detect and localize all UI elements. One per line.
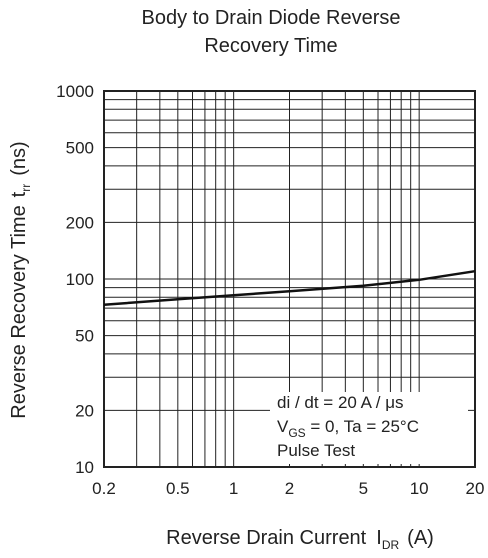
- annotation-vgs-subscript: GS: [288, 426, 305, 440]
- x-tick-label: 0.5: [166, 479, 190, 498]
- annotation-vgs-rest: = 0, Ta = 25°C: [306, 417, 419, 436]
- y-tick-label: 500: [66, 139, 94, 158]
- y-tick-labels: 10 20 50 100 200 500 1000: [56, 82, 94, 477]
- annotation-conditions: VGS = 0, Ta = 25°C: [277, 417, 419, 440]
- x-tick-label: 1: [229, 479, 238, 498]
- y-axis-subscript: rr: [19, 184, 33, 192]
- x-tick-labels: 0.2 0.5 1 2 5 10 20: [92, 479, 484, 498]
- y-axis-unit: (ns): [8, 141, 30, 175]
- x-axis-label: Reverse Drain Current IDR (A): [166, 527, 434, 552]
- y-tick-label: 200: [66, 213, 94, 232]
- recovery-time-curve: [103, 269, 476, 306]
- y-tick-label: 20: [75, 401, 94, 420]
- x-tick-label: 10: [410, 479, 429, 498]
- annotation-backdrop: [270, 392, 468, 464]
- x-axis-label-text: Reverse Drain Current: [166, 527, 367, 549]
- x-tick-label: 0.2: [92, 479, 116, 498]
- x-tick-label: 2: [285, 479, 294, 498]
- annotation-pulse-test: Pulse Test: [277, 441, 355, 460]
- y-tick-label: 10: [75, 458, 94, 477]
- annotation-di-dt: di / dt = 20 A / μs: [277, 393, 404, 412]
- plot-area-frame: [103, 90, 476, 468]
- x-axis-subscript: DR: [382, 538, 400, 552]
- y-tick-label: 1000: [56, 82, 94, 101]
- y-tick-label: 50: [75, 327, 94, 346]
- chart-title-line-1: Body to Drain Diode Reverse: [141, 7, 400, 29]
- x-tick-label: 20: [466, 479, 485, 498]
- x-tick-label: 5: [359, 479, 368, 498]
- y-axis-label-text: Reverse Recovery Time: [8, 205, 30, 418]
- annotation-vgs-symbol: V: [277, 417, 289, 436]
- y-axis-symbol: t: [8, 191, 30, 197]
- x-axis-symbol: I: [376, 527, 382, 549]
- x-axis-unit: (A): [407, 527, 434, 549]
- y-axis-label: Reverse Recovery Time trr (ns): [8, 141, 33, 418]
- chart-title-line-2: Recovery Time: [204, 35, 337, 57]
- y-tick-label: 100: [66, 270, 94, 289]
